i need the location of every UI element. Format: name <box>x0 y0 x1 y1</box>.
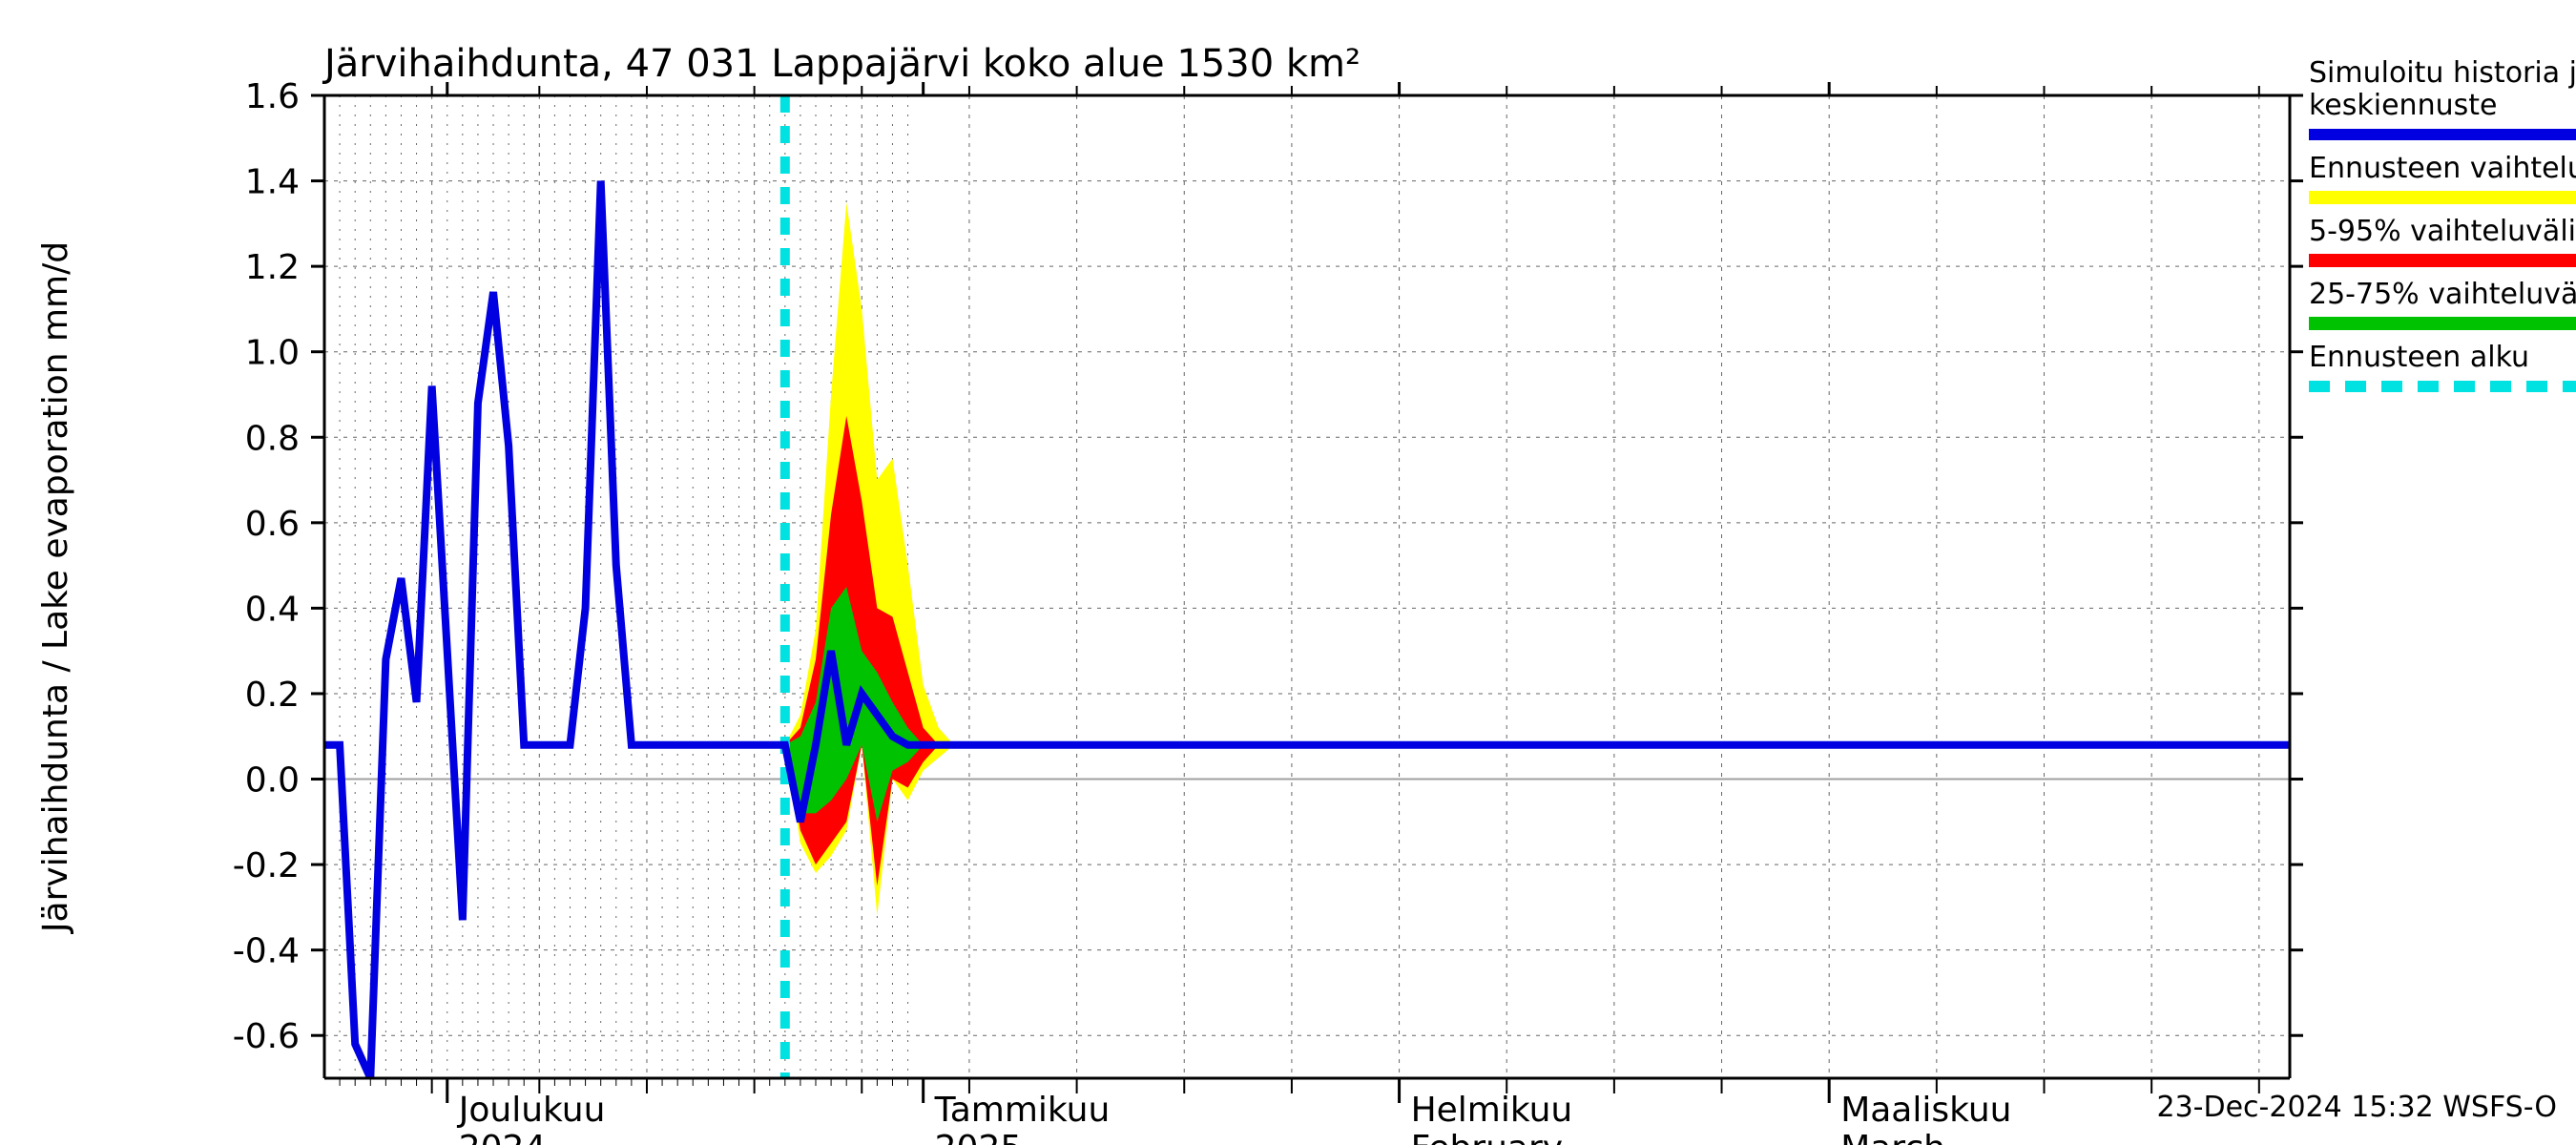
y-tick-label: 1.0 <box>245 334 300 373</box>
y-axis-label: Järvihaihdunta / Lake evaporation mm/d <box>36 241 75 934</box>
y-tick-label: -0.6 <box>233 1017 300 1056</box>
legend-label: keskiennuste <box>2309 89 2497 122</box>
y-tick-label: 0.8 <box>245 419 300 458</box>
x-month-sublabel: 2025 <box>935 1129 1023 1145</box>
footer-timestamp: 23-Dec-2024 15:32 WSFS-O <box>2156 1091 2557 1124</box>
x-month-sublabel: February <box>1411 1129 1564 1145</box>
legend-swatch <box>2309 254 2576 267</box>
y-tick-label: -0.2 <box>233 846 300 885</box>
legend-label: 5-95% vaihteluväli <box>2309 215 2576 248</box>
legend-label: 25-75% vaihteluväli <box>2309 278 2576 311</box>
y-tick-label: 0.0 <box>245 761 300 801</box>
x-month-sublabel: 2024 <box>459 1129 547 1145</box>
y-tick-label: 1.4 <box>245 163 300 202</box>
legend-label: Ennusteen vaihteluväli <box>2309 152 2576 185</box>
y-tick-label: 0.4 <box>245 590 300 629</box>
y-tick-label: 0.6 <box>245 505 300 544</box>
y-tick-label: 0.2 <box>245 676 300 715</box>
legend-swatch <box>2309 191 2576 204</box>
legend-label: Simuloitu historia ja <box>2309 56 2576 90</box>
y-tick-label: 1.6 <box>245 77 300 116</box>
x-month-label: Joulukuu <box>457 1091 606 1130</box>
lake-evaporation-chart: -0.6 -0.4 -0.2 0.0 0.2 0.4 0.6 0.8 1.0 1.2 1.4 1.6 J… <box>0 0 2576 1145</box>
legend-label: Ennusteen alku <box>2309 341 2529 374</box>
y-tick-label: 1.2 <box>245 248 300 287</box>
chart-title: Järvihaihdunta, 47 031 Lappajärvi koko a… <box>322 42 1361 86</box>
x-month-label: Maaliskuu <box>1840 1091 2011 1130</box>
legend-swatch <box>2309 317 2576 330</box>
y-tick-label: -0.4 <box>233 932 300 971</box>
x-month-label: Helmikuu <box>1411 1091 1573 1130</box>
x-month-label: Tammikuu <box>934 1091 1111 1130</box>
x-month-sublabel: March <box>1840 1129 1945 1145</box>
